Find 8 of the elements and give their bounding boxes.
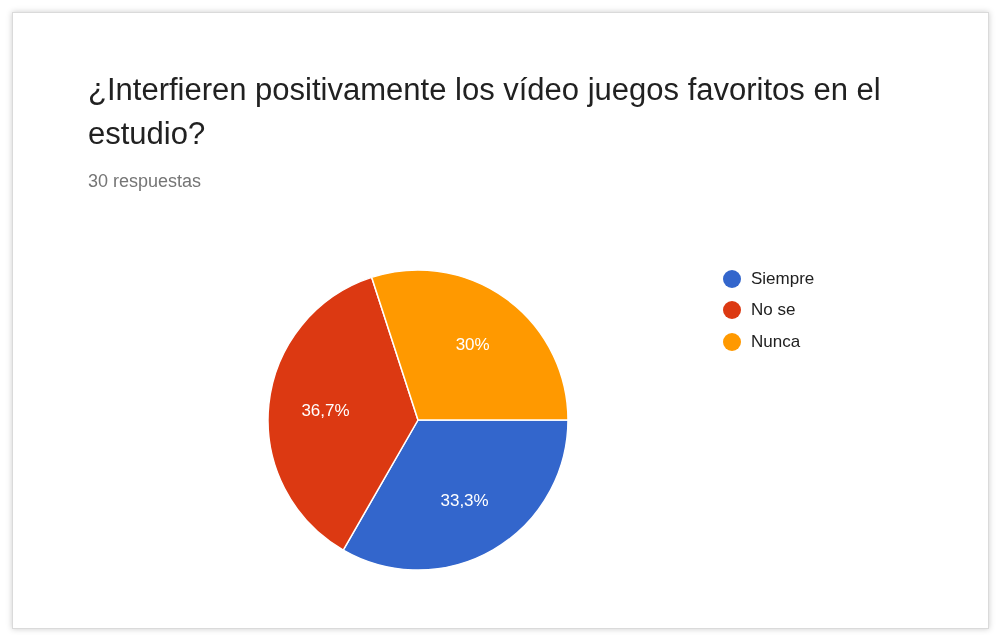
legend-label: Nunca [751,331,801,352]
legend-label: Siempre [751,268,815,289]
data-label: 33,3% [440,490,489,510]
legend-label: No se [751,300,796,321]
chart-subtitle: 30 respuestas [88,171,202,192]
chart-title: ¿Interfieren positivamente los vídeo juegos favoritos en el estudio? [88,71,882,153]
data-label: 36,7% [301,400,350,420]
data-label: 30% [455,335,490,355]
